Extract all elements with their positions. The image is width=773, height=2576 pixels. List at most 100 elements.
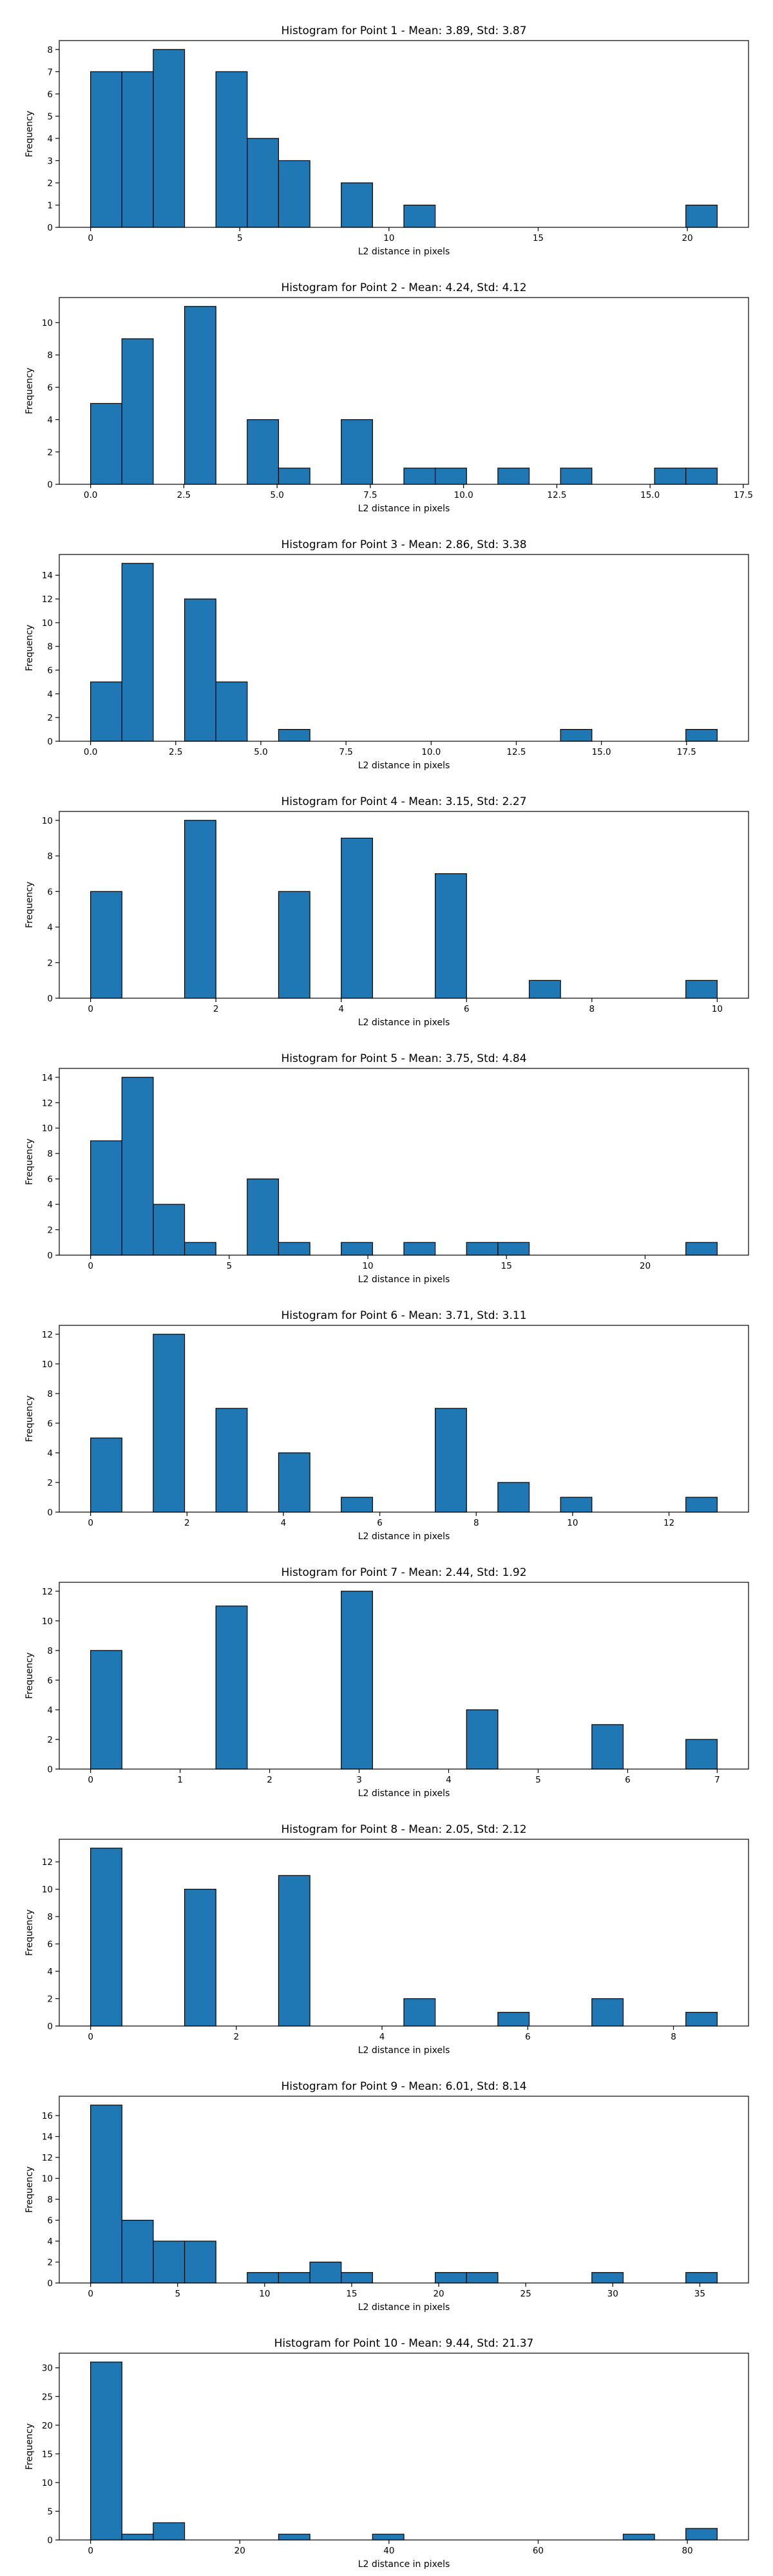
- histogram-bar: [215, 71, 248, 228]
- x-tick-label: 6: [625, 1775, 631, 1785]
- y-tick-label: 0: [47, 223, 53, 233]
- histogram-bar: [435, 873, 467, 999]
- histogram-bar: [215, 1605, 248, 1770]
- y-axis-label: Frequency: [24, 1909, 35, 1956]
- histogram-bar: [121, 338, 154, 485]
- histogram-bar: [435, 2272, 467, 2284]
- histogram-bar: [560, 468, 593, 485]
- x-tick-label: 7.5: [363, 490, 377, 500]
- x-tick-label: 2: [267, 1775, 272, 1785]
- x-tick-label: 20: [234, 2546, 245, 2556]
- axes-frame: [59, 554, 749, 742]
- y-tick-label: 8: [47, 2195, 53, 2205]
- y-axis-label: Frequency: [24, 882, 35, 928]
- x-tick-label: 2: [213, 1004, 219, 1014]
- histogram-bar: [90, 1848, 122, 2027]
- histogram-bar: [247, 419, 280, 485]
- x-tick-label: 40: [383, 2546, 394, 2556]
- x-tick-label: 8: [473, 1518, 479, 1528]
- histogram-bar: [497, 2012, 530, 2027]
- x-tick-label: 0.0: [84, 747, 97, 757]
- y-tick-label: 10: [42, 2174, 53, 2184]
- x-tick-label: 17.5: [677, 747, 696, 757]
- histogram-bar: [90, 2362, 122, 2541]
- axes-frame: [59, 1839, 749, 2027]
- axes-frame: [59, 40, 749, 228]
- x-tick-label: 0: [88, 2032, 93, 2042]
- x-tick-label: 4: [338, 1004, 344, 1014]
- chart-title: Histogram for Point 1 - Mean: 3.89, Std:…: [281, 24, 526, 37]
- x-tick-label: 4: [281, 1518, 287, 1528]
- histogram-bar: [121, 2219, 154, 2284]
- x-tick-label: 25: [520, 2289, 531, 2299]
- histogram-panel-9: Histogram for Point 9 - Mean: 6.01, Std:…: [24, 2080, 749, 2313]
- histogram-bar: [685, 980, 718, 999]
- y-axis-label: Frequency: [24, 1653, 35, 1699]
- y-tick-label: 10: [42, 1616, 53, 1627]
- histogram-bar: [466, 2272, 499, 2284]
- y-tick-label: 6: [47, 1175, 53, 1185]
- histogram-bar: [435, 468, 467, 485]
- histogram-bar: [90, 402, 122, 485]
- x-tick-label: 10: [383, 233, 394, 243]
- histogram-panel-3: Histogram for Point 3 - Mean: 2.86, Std:…: [24, 538, 749, 771]
- y-tick-label: 2: [47, 178, 53, 189]
- y-tick-label: 2: [47, 1994, 53, 2005]
- x-axis-label: L2 distance in pixels: [358, 247, 450, 257]
- x-axis-label: L2 distance in pixels: [358, 761, 450, 771]
- histogram-bar: [153, 49, 186, 228]
- histogram-bar: [278, 728, 310, 742]
- axes-frame: [59, 1582, 749, 1770]
- axes-frame: [59, 1325, 749, 1513]
- y-tick-label: 6: [47, 1940, 53, 1950]
- x-axis-label: L2 distance in pixels: [358, 2045, 450, 2056]
- histogram-bar: [278, 891, 310, 999]
- histogram-bar: [184, 306, 216, 485]
- x-tick-label: 0: [88, 2289, 93, 2299]
- x-tick-label: 5: [535, 1775, 541, 1785]
- x-tick-label: 2.5: [169, 747, 182, 757]
- y-tick-label: 8: [47, 1149, 53, 1159]
- x-tick-label: 5.0: [254, 747, 267, 757]
- axes-frame: [59, 811, 749, 999]
- y-tick-label: 4: [47, 1705, 53, 1716]
- y-tick-label: 10: [42, 1359, 53, 1370]
- x-tick-label: 10: [259, 2289, 270, 2299]
- x-tick-label: 2: [234, 2032, 240, 2042]
- histogram-bar: [560, 1497, 593, 1513]
- histogram-bar: [121, 71, 154, 228]
- y-tick-label: 3: [47, 156, 53, 166]
- y-tick-label: 4: [47, 689, 53, 699]
- chart-title: Histogram for Point 2 - Mean: 4.24, Std:…: [281, 281, 526, 294]
- x-tick-label: 4: [379, 2032, 385, 2042]
- y-tick-label: 30: [42, 2363, 53, 2374]
- histogram-bar: [278, 2272, 310, 2284]
- histogram-bar: [560, 728, 593, 742]
- histogram-bar: [528, 980, 561, 999]
- y-tick-label: 12: [42, 1587, 53, 1597]
- y-tick-label: 0: [47, 994, 53, 1004]
- y-tick-label: 8: [47, 45, 53, 55]
- x-tick-label: 17.5: [734, 490, 753, 500]
- histogram-bar: [591, 2272, 624, 2284]
- x-tick-label: 10: [362, 1261, 373, 1271]
- histogram-bar: [685, 468, 718, 485]
- x-tick-label: 12.5: [506, 747, 526, 757]
- x-tick-label: 35: [694, 2289, 705, 2299]
- histogram-panel-8: Histogram for Point 8 - Mean: 2.05, Std:…: [24, 1823, 749, 2056]
- histogram-bar: [341, 2272, 373, 2284]
- histogram-bar: [341, 837, 373, 999]
- axes-frame: [59, 2353, 749, 2541]
- histogram-bar: [685, 204, 718, 228]
- x-tick-label: 60: [533, 2546, 544, 2556]
- histogram-panel-2: Histogram for Point 2 - Mean: 4.24, Std:…: [24, 281, 753, 514]
- y-tick-label: 4: [47, 2237, 53, 2247]
- x-tick-label: 12.5: [547, 490, 566, 500]
- histogram-bar: [184, 2240, 216, 2284]
- histogram-bar: [685, 1242, 718, 1256]
- y-tick-label: 16: [42, 2111, 53, 2121]
- histogram-bar: [278, 1242, 310, 1256]
- y-tick-label: 0: [47, 1765, 53, 1775]
- histogram-bar: [184, 1242, 216, 1256]
